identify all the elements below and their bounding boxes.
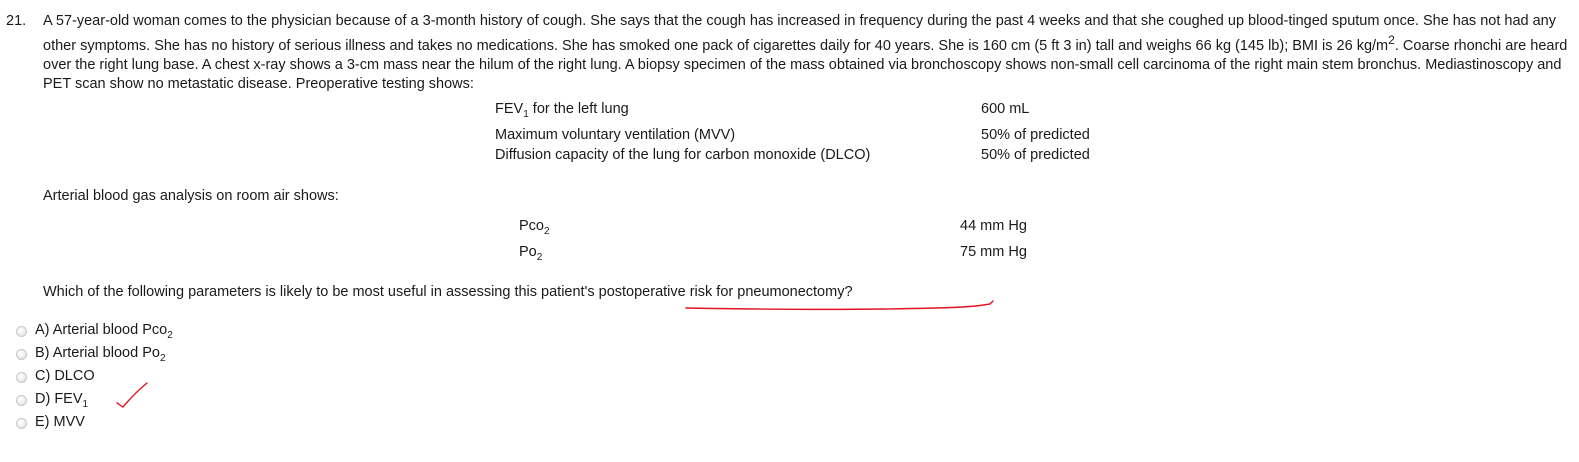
option-label-subscript: 2	[167, 329, 173, 341]
table-row: Po2 75 mm Hg	[519, 242, 1027, 268]
abg-label: Arterial blood gas analysis on room air …	[43, 188, 339, 204]
option-label: E) MVV	[35, 414, 85, 433]
option-label-text: B) Arterial blood Po	[35, 345, 160, 362]
lab-name-text: FEV	[495, 101, 524, 117]
lab-name: Po2	[519, 242, 960, 268]
lab-name: FEV1 for the left lung	[495, 99, 981, 125]
lab-name-subscript: 2	[536, 251, 543, 263]
answer-option-c[interactable]: C) DLCO	[16, 366, 173, 389]
option-label-text: A) Arterial blood Pco	[35, 322, 168, 339]
lab-name: Pco2	[519, 216, 960, 242]
option-label: A) Arterial blood Pco2	[35, 322, 173, 341]
answer-options: A) Arterial blood Pco2 B) Arterial blood…	[16, 320, 173, 435]
stem-paragraph: A 57-year-old woman comes to the physici…	[43, 12, 1573, 94]
option-label-text: C) DLCO	[35, 368, 95, 385]
stem-text-continued: . Coarse rhonchi are heard over the righ…	[43, 37, 1568, 92]
lab-value: 44 mm Hg	[960, 218, 1027, 234]
radio-button[interactable]	[16, 395, 27, 406]
lab-name-rest: for the left lung	[528, 101, 629, 117]
option-label-text: E) MVV	[35, 414, 85, 431]
lab-value: 50% of predicted	[981, 146, 1090, 163]
lab-value: 50% of predicted	[981, 126, 1090, 143]
lab-name-subscript: 1	[523, 108, 529, 120]
abg-table: Pco2 44 mm Hg Po2 75 mm Hg	[519, 216, 1027, 268]
lab-name: Diffusion capacity of the lung for carbo…	[495, 146, 871, 163]
question-prompt: Which of the following parameters is lik…	[43, 284, 853, 300]
lab-name-text: Po	[519, 243, 537, 260]
answer-option-e[interactable]: E) MVV	[16, 412, 173, 435]
answer-option-a[interactable]: A) Arterial blood Pco2	[16, 320, 173, 343]
lab-value: 75 mm Hg	[960, 243, 1027, 260]
lab-value: 600 mL	[981, 101, 1030, 117]
stem-text: A 57-year-old woman comes to the physici…	[43, 13, 1556, 54]
question-number: 21.	[6, 13, 27, 29]
option-label: D) FEV1	[35, 391, 88, 410]
lab-name: Maximum voluntary ventilation (MVV)	[495, 126, 736, 143]
table-row: Maximum voluntary ventilation (MVV) 50% …	[495, 125, 1090, 145]
radio-button[interactable]	[16, 326, 27, 337]
table-row: Diffusion capacity of the lung for carbo…	[495, 145, 1090, 165]
preop-testing-table: FEV1 for the left lung 600 mL Maximum vo…	[495, 99, 1090, 165]
radio-button[interactable]	[16, 372, 27, 383]
table-row: FEV1 for the left lung 600 mL	[495, 99, 1090, 125]
answer-option-d[interactable]: D) FEV1	[16, 389, 173, 412]
lab-name-subscript: 2	[544, 225, 550, 237]
answer-option-b[interactable]: B) Arterial blood Po2	[16, 343, 173, 366]
radio-button[interactable]	[16, 349, 27, 360]
red-underline-annotation	[685, 300, 994, 311]
red-check-mark-icon	[116, 382, 148, 408]
option-label-subscript: 1	[82, 398, 89, 410]
stem-superscript: 2	[1388, 33, 1395, 47]
option-label: C) DLCO	[35, 368, 95, 387]
option-label: B) Arterial blood Po2	[35, 345, 166, 364]
question-stem: A 57-year-old woman comes to the physici…	[43, 12, 1573, 94]
option-label-text: D) FEV	[35, 391, 83, 408]
table-row: Pco2 44 mm Hg	[519, 216, 1027, 242]
option-label-subscript: 2	[159, 352, 166, 364]
radio-button[interactable]	[16, 418, 27, 429]
lab-name-text: Pco	[519, 218, 544, 234]
